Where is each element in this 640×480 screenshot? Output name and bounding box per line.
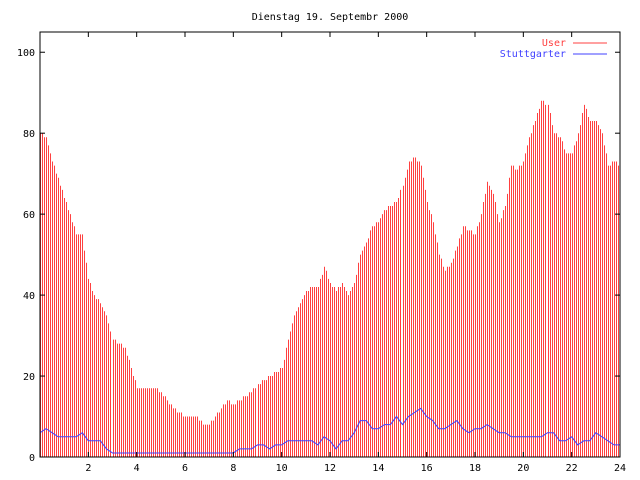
x-tick-label: 10 bbox=[276, 463, 288, 474]
y-tick-label: 80 bbox=[23, 129, 35, 140]
legend: User Stuttgarter bbox=[500, 38, 607, 60]
x-tick-label: 22 bbox=[566, 463, 578, 474]
x-tick-label: 6 bbox=[182, 463, 188, 474]
user-bars bbox=[40, 100, 619, 457]
legend-label-user: User bbox=[542, 38, 566, 49]
y-axis: 0 20 40 60 80 100 bbox=[17, 48, 620, 464]
x-tick-label: 24 bbox=[614, 463, 626, 474]
x-axis: 2 4 6 8 10 12 14 16 18 20 22 24 bbox=[85, 32, 626, 474]
y-tick-label: 60 bbox=[23, 210, 35, 221]
y-tick-label: 40 bbox=[23, 291, 35, 302]
y-tick-label: 100 bbox=[17, 48, 35, 59]
chart-title: Dienstag 19. Septembr 2000 bbox=[252, 12, 409, 23]
y-tick-label: 0 bbox=[29, 453, 35, 464]
x-tick-label: 4 bbox=[134, 463, 140, 474]
x-tick-label: 20 bbox=[517, 463, 529, 474]
x-tick-label: 18 bbox=[469, 463, 481, 474]
x-tick-label: 8 bbox=[230, 463, 236, 474]
y-tick-label: 20 bbox=[23, 372, 35, 383]
x-tick-label: 16 bbox=[421, 463, 433, 474]
x-tick-label: 2 bbox=[85, 463, 91, 474]
x-tick-label: 14 bbox=[372, 463, 384, 474]
legend-label-stuttgarter: Stuttgarter bbox=[500, 49, 566, 60]
x-tick-label: 12 bbox=[324, 463, 336, 474]
